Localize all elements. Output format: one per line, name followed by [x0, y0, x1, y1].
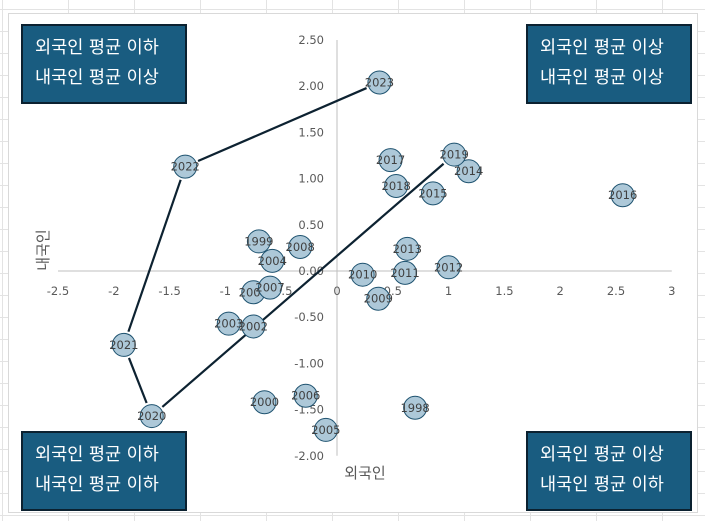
x-tick-label: -2.5 — [47, 284, 69, 298]
data-point-label: 2018 — [382, 179, 411, 193]
data-point-marker — [442, 142, 467, 167]
data-point-marker — [241, 314, 266, 339]
data-point-label: 2022 — [171, 160, 200, 174]
data-point-label: 2000 — [250, 395, 279, 409]
data-point-marker — [403, 395, 428, 420]
trajectory-segment — [127, 179, 182, 333]
quadrant-label-line: 외국인 평균 이하 — [35, 38, 159, 58]
quadrant-label-line: 외국인 평균 이상 — [540, 38, 664, 58]
data-point-marker — [258, 275, 283, 300]
data-point-marker — [313, 417, 338, 442]
x-tick-label: -1 — [220, 284, 231, 298]
data-point-label: 2006 — [291, 389, 320, 403]
data-point-label: 2005 — [311, 423, 340, 437]
data-point-marker — [252, 390, 277, 415]
data-point-label: 1999 — [244, 234, 273, 248]
quadrant-label-top-right: 외국인 평균 이상 내국인 평균 이상 — [525, 23, 693, 105]
x-tick-label: 1 — [445, 284, 452, 298]
data-point-label: 2021 — [109, 338, 138, 352]
data-point-label: 2012 — [434, 260, 463, 274]
quadrant-label-top-left: 외국인 평균 이하 내국인 평균 이상 — [20, 23, 188, 105]
data-point-marker — [395, 236, 420, 261]
data-point-marker — [393, 260, 418, 285]
x-tick-label: 1.5 — [495, 284, 513, 298]
trajectory-segment — [127, 357, 148, 404]
data-point-marker — [139, 404, 164, 429]
data-point-marker — [350, 262, 375, 287]
quadrant-label-line: 외국인 평균 이하 — [35, 445, 159, 465]
data-point-label: 2002 — [239, 319, 268, 333]
quadrant-label-line: 내국인 평균 이상 — [540, 68, 664, 88]
data-point-marker — [378, 148, 403, 173]
axes: -2.5-2-1.5-1-0.500.511.522.53-2.00-1.50-… — [47, 33, 676, 463]
quadrant-label-line: 내국인 평균 이상 — [35, 68, 159, 88]
y-tick-label: 2.50 — [298, 33, 324, 47]
data-point-label: 2003 — [214, 317, 243, 331]
x-tick-label: 2 — [557, 284, 564, 298]
data-point-label: 2010 — [348, 268, 377, 282]
trajectory-segment — [161, 162, 445, 408]
data-point-label: 2007 — [255, 281, 284, 295]
data-point-label: 2008 — [286, 240, 315, 254]
x-tick-label: 3 — [668, 284, 675, 298]
data-point-label: 2016 — [608, 188, 637, 202]
data-point-label: 1998 — [400, 401, 429, 415]
data-point-marker — [366, 286, 391, 311]
y-tick-label: -0.50 — [294, 310, 324, 324]
data-point-marker — [293, 383, 318, 408]
data-point-label: 2004 — [258, 254, 287, 268]
y-tick-label: 0.00 — [298, 264, 324, 278]
data-point-label: 2013 — [393, 242, 422, 256]
x-axis-title: 외국인 — [344, 464, 385, 482]
data-point-label: 2014 — [454, 164, 483, 178]
data-point-label: 2023 — [365, 76, 394, 90]
quadrant-label-bottom-left: 외국인 평균 이하 내국인 평균 이하 — [20, 430, 188, 512]
x-tick-label: -2 — [108, 284, 119, 298]
y-tick-label: 1.00 — [298, 172, 324, 186]
y-axis-title: 내국인 — [34, 229, 52, 270]
trajectory-lines — [127, 87, 445, 408]
y-tick-label: -2.00 — [294, 449, 324, 463]
data-point-marker — [288, 234, 313, 259]
data-point-marker — [610, 183, 635, 208]
data-point-marker — [420, 181, 445, 206]
quadrant-label-line: 외국인 평균 이상 — [540, 445, 664, 465]
data-point-marker — [436, 255, 461, 280]
data-point-label: 2020 — [137, 409, 166, 423]
quadrant-label-line: 내국인 평균 이하 — [35, 475, 159, 495]
data-point-marker — [260, 248, 285, 273]
data-point-marker — [456, 159, 481, 184]
data-points: 1998199920002001200220032004200520062007… — [109, 70, 637, 442]
data-point-label: 2009 — [364, 292, 393, 306]
data-point-marker — [246, 229, 271, 254]
y-tick-label: 1.50 — [298, 125, 324, 139]
x-tick-label: 2.5 — [607, 284, 625, 298]
quadrant-label-bottom-right: 외국인 평균 이상 내국인 평균 이하 — [525, 430, 693, 512]
data-point-label: 2017 — [376, 153, 405, 167]
data-point-marker — [216, 311, 241, 336]
quadrant-label-line: 내국인 평균 이하 — [540, 475, 664, 495]
data-point-label: 2015 — [418, 186, 447, 200]
x-tick-label: 0 — [333, 284, 340, 298]
data-point-marker — [111, 332, 136, 357]
data-point-marker — [173, 154, 198, 179]
y-tick-label: -1.00 — [294, 356, 324, 370]
x-tick-label: -1.5 — [158, 284, 180, 298]
data-point-marker — [384, 173, 409, 198]
y-tick-label: 0.50 — [298, 218, 324, 232]
data-point-label: 2019 — [440, 148, 469, 162]
trajectory-segment — [197, 87, 367, 163]
data-point-label: 2011 — [390, 266, 419, 280]
y-tick-label: 2.00 — [298, 79, 324, 93]
data-point-marker — [367, 70, 392, 95]
